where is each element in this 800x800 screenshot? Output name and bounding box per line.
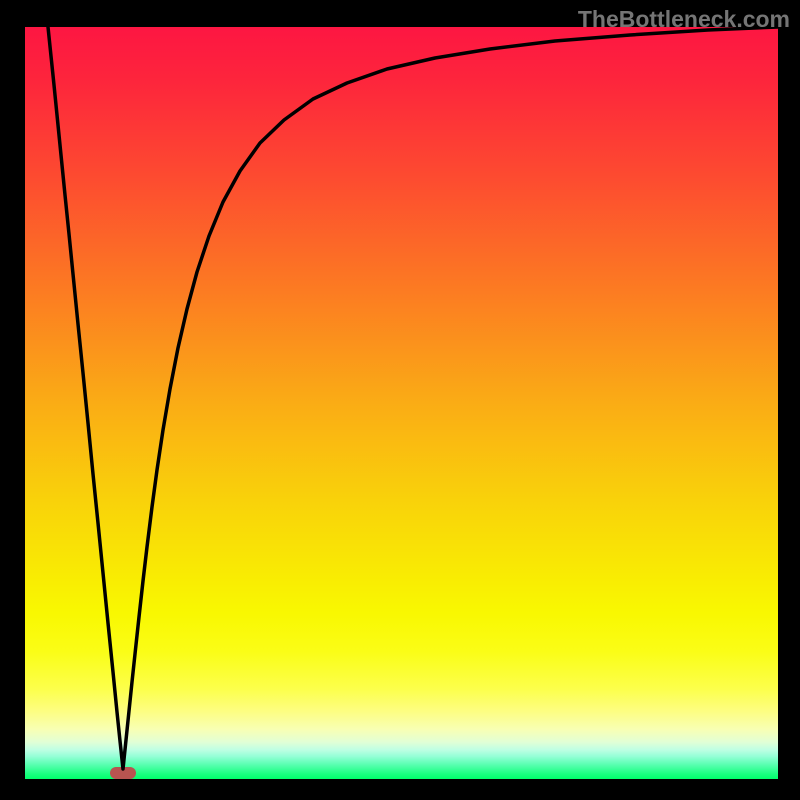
- chart-container: TheBottleneck.com: [0, 0, 800, 800]
- watermark-text: TheBottleneck.com: [578, 6, 790, 33]
- chart-svg: [25, 27, 778, 779]
- plot-area: [25, 27, 778, 779]
- gradient-background: [25, 27, 778, 779]
